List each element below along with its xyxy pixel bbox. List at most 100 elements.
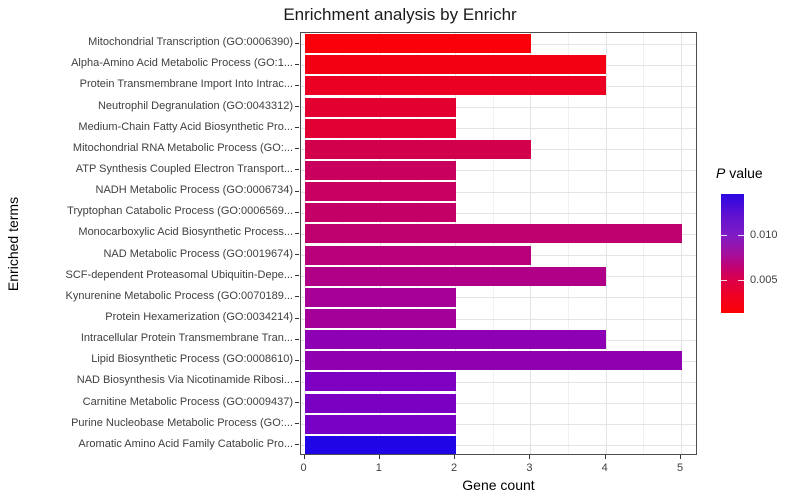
y-axis-label: ATP Synthesis Coupled Electron Transport…	[75, 162, 293, 175]
y-tick-mark	[295, 338, 299, 340]
gridline-major-h	[301, 191, 696, 193]
gridline-minor	[492, 33, 494, 454]
gridline-minor	[342, 33, 344, 454]
bar	[305, 118, 456, 138]
y-axis-label: Protein Transmembrane Import Into Intrac…	[79, 78, 293, 91]
bar	[305, 393, 456, 413]
y-axis-label: Intracellular Protein Transmembrane Tran…	[80, 332, 293, 345]
gridline-minor	[417, 33, 419, 454]
legend-tick-label: 0.010	[750, 229, 778, 241]
legend-title-p: P	[716, 165, 726, 181]
x-tick-label: 0	[300, 462, 307, 474]
x-tick-label: 2	[451, 462, 458, 474]
x-tick-label: 5	[676, 462, 684, 474]
y-axis-label: Neutrophil Degranulation (GO:0043312)	[97, 99, 293, 112]
gridline-minor	[568, 33, 570, 454]
x-tick-mark	[680, 455, 681, 459]
bar	[305, 266, 607, 286]
y-axis-label: Protein Hexamerization (GO:0034214)	[105, 311, 293, 324]
colorbar-tick	[721, 235, 727, 236]
x-tick-mark	[378, 455, 380, 459]
x-tick-mark	[454, 455, 456, 459]
bar	[305, 245, 531, 265]
x-tick-mark	[303, 455, 305, 459]
y-axis-label: NAD Biosynthesis Via Nicotinamide Ribosi…	[76, 374, 293, 387]
y-axis-title: Enriched terms	[5, 196, 21, 292]
y-tick-mark	[295, 423, 299, 425]
y-axis-label: Lipid Biosynthetic Process (GO:0008610)	[91, 353, 293, 366]
y-axis-label: SCF-dependent Proteasomal Ubiquitin-Depe…	[65, 268, 293, 281]
bar	[305, 160, 456, 180]
y-tick-mark	[295, 127, 299, 129]
gridline-minor	[643, 33, 645, 454]
y-tick-mark	[295, 211, 299, 213]
gridline-major-h	[301, 445, 696, 447]
y-tick-mark	[295, 359, 299, 361]
colorbar-tick	[738, 235, 744, 236]
y-axis-label: Monocarboxylic Acid Biosynthetic Process…	[78, 226, 293, 239]
bar	[305, 97, 456, 117]
y-tick-mark	[295, 190, 299, 192]
x-tick-label: 1	[375, 462, 382, 474]
y-axis-label: Alpha-Amino Acid Metabolic Process (GO:1…	[71, 57, 293, 70]
legend-title: P value	[716, 165, 763, 181]
y-axis-label: Mitochondrial RNA Metabolic Process (GO:…	[72, 141, 293, 154]
y-tick-mark	[295, 106, 299, 108]
x-axis-title: Gene count	[462, 477, 535, 493]
y-tick-mark	[295, 275, 299, 277]
y-tick-mark	[295, 169, 299, 171]
y-tick-mark	[295, 317, 299, 319]
y-axis-label: Medium-Chain Fatty Acid Biosynthetic Pro…	[78, 120, 293, 133]
y-tick-mark	[295, 84, 299, 86]
y-tick-mark	[295, 444, 299, 446]
y-tick-mark	[295, 254, 299, 256]
gridline-major-h	[301, 128, 696, 130]
bar	[305, 330, 607, 350]
y-axis-label: Aromatic Amino Acid Family Catabolic Pro…	[78, 437, 293, 450]
pvalue-legend: P value 0.010 0.005	[710, 165, 800, 365]
bar	[305, 435, 456, 454]
gridline-major	[379, 33, 381, 454]
bar	[305, 203, 456, 223]
gridline-major	[455, 33, 457, 454]
y-tick-mark	[295, 296, 299, 298]
plot-panel	[300, 32, 697, 455]
y-tick-mark	[295, 63, 299, 65]
y-tick-mark	[295, 232, 299, 234]
y-axis-label: NADH Metabolic Process (GO:0006734)	[95, 184, 293, 197]
x-axis: 0 1 2 3 4 5	[300, 455, 697, 485]
pvalue-colorbar	[721, 194, 744, 313]
gridline-major-h	[301, 403, 696, 405]
bar	[305, 55, 607, 75]
bar	[305, 372, 456, 392]
gridline-major-h	[301, 381, 696, 383]
y-axis-label: Purine Nucleobase Metabolic Process (GO:…	[71, 416, 293, 429]
gridline-major-h	[301, 424, 696, 426]
gridline-major	[681, 33, 682, 454]
gridline-major	[304, 33, 306, 454]
y-tick-mark	[295, 148, 299, 150]
bar	[305, 182, 456, 202]
gridline-major	[605, 33, 607, 454]
gridline-major	[530, 33, 532, 454]
bar	[305, 224, 682, 244]
x-tick-label: 4	[601, 462, 608, 474]
y-tick-mark	[295, 42, 299, 44]
gridline-major-h	[301, 318, 696, 320]
gridline-major-h	[301, 212, 696, 214]
gridline-major-h	[301, 170, 696, 172]
bar	[305, 287, 456, 307]
y-axis-labels: Mitochondrial Transcription (GO:0006390)…	[0, 32, 293, 455]
y-axis-label: Mitochondrial Transcription (GO:0006390)	[88, 36, 293, 49]
bar	[305, 414, 456, 434]
colorbar-tick	[721, 280, 727, 281]
x-tick-mark	[529, 455, 531, 459]
bar	[305, 139, 531, 159]
y-axis-ticks	[295, 32, 300, 455]
gridline-major-h	[301, 107, 696, 109]
y-tick-mark	[295, 380, 299, 382]
plot-title: Enrichment analysis by Enrichr	[283, 5, 517, 24]
bar	[305, 351, 682, 371]
bar	[305, 309, 456, 329]
